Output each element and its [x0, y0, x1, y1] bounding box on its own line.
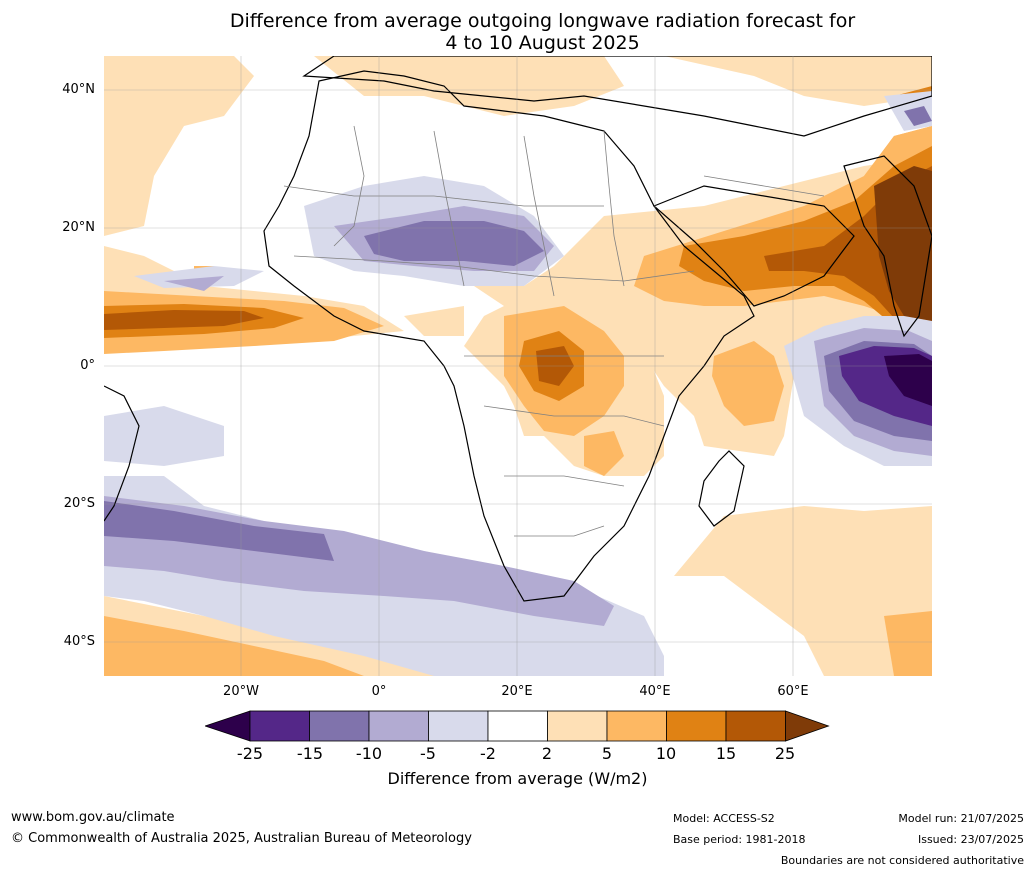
model-run-date: Model run: 21/07/2025: [898, 812, 1024, 825]
lon-label-20w: 20°W: [223, 684, 259, 699]
colorbar-tick: -25: [236, 744, 264, 763]
lat-label-0: 0°: [80, 358, 95, 373]
europe-coastline: [302, 56, 932, 137]
colorbar-segment: [547, 710, 608, 742]
colorbar-tick: 15: [715, 744, 737, 763]
website-link[interactable]: www.bom.gov.au/climate: [11, 810, 175, 825]
colorbar-tick: -5: [420, 744, 436, 763]
lon-label-20e: 20°E: [501, 684, 533, 699]
graticule: [104, 56, 932, 676]
anomaly-below-neg25-region: [884, 354, 932, 406]
title-line-1: Difference from average outgoing longwav…: [229, 10, 856, 32]
colorbar-label: Difference from average (W/m2): [387, 769, 648, 788]
colorbar-tick: -15: [296, 744, 324, 763]
anomaly-above-25-region: [874, 166, 932, 321]
colorbar-tick: 10: [655, 744, 677, 763]
colorbar-tick: 5: [601, 744, 613, 763]
colorbar-extend-high: [785, 710, 830, 742]
colorbar-segment: [428, 710, 489, 742]
colorbar-segment: [666, 710, 727, 742]
issued-date: Issued: 23/07/2025: [917, 833, 1024, 846]
colorbar-segment: [309, 710, 370, 742]
colorbar-segment: [249, 710, 310, 742]
anomaly-map: [104, 56, 932, 676]
lat-label-20s: 20°S: [63, 496, 95, 511]
boundaries-disclaimer: Boundaries are not considered authoritat…: [780, 854, 1024, 867]
colorbar: [205, 710, 830, 742]
colorbar-segment: [368, 710, 429, 742]
africa-coastline: [263, 70, 755, 602]
colorbar-tick: -2: [480, 744, 496, 763]
arabia-coastline: [652, 185, 855, 307]
lat-label-40n: 40°N: [62, 82, 95, 97]
base-period: Base period: 1981-2018: [673, 833, 806, 846]
colorbar-tick: -10: [355, 744, 383, 763]
lon-label-60e: 60°E: [777, 684, 809, 699]
chart-title: Difference from average outgoing longwav…: [0, 10, 1035, 54]
india-coastline: [843, 155, 932, 338]
coastlines: [104, 56, 932, 602]
model-name: Model: ACCESS-S2: [673, 812, 775, 825]
lat-label-20n: 20°N: [62, 220, 95, 235]
colorbar-extend-low: [205, 710, 251, 742]
colorbar-tick: 25: [774, 744, 796, 763]
title-line-2: 4 to 10 August 2025: [445, 32, 640, 54]
country-borders: [283, 125, 825, 537]
south-america-coastline: [104, 385, 140, 522]
copyright-text: © Commonwealth of Australia 2025, Austra…: [11, 831, 472, 846]
lat-label-40s: 40°S: [63, 634, 95, 649]
madagascar-coastline: [698, 450, 745, 527]
colorbar-segment: [487, 710, 548, 742]
lon-label-0: 0°: [371, 684, 387, 699]
lon-label-40e: 40°E: [639, 684, 671, 699]
colorbar-segment: [725, 710, 786, 742]
colorbar-tick: 2: [541, 744, 553, 763]
colorbar-segment: [606, 710, 667, 742]
